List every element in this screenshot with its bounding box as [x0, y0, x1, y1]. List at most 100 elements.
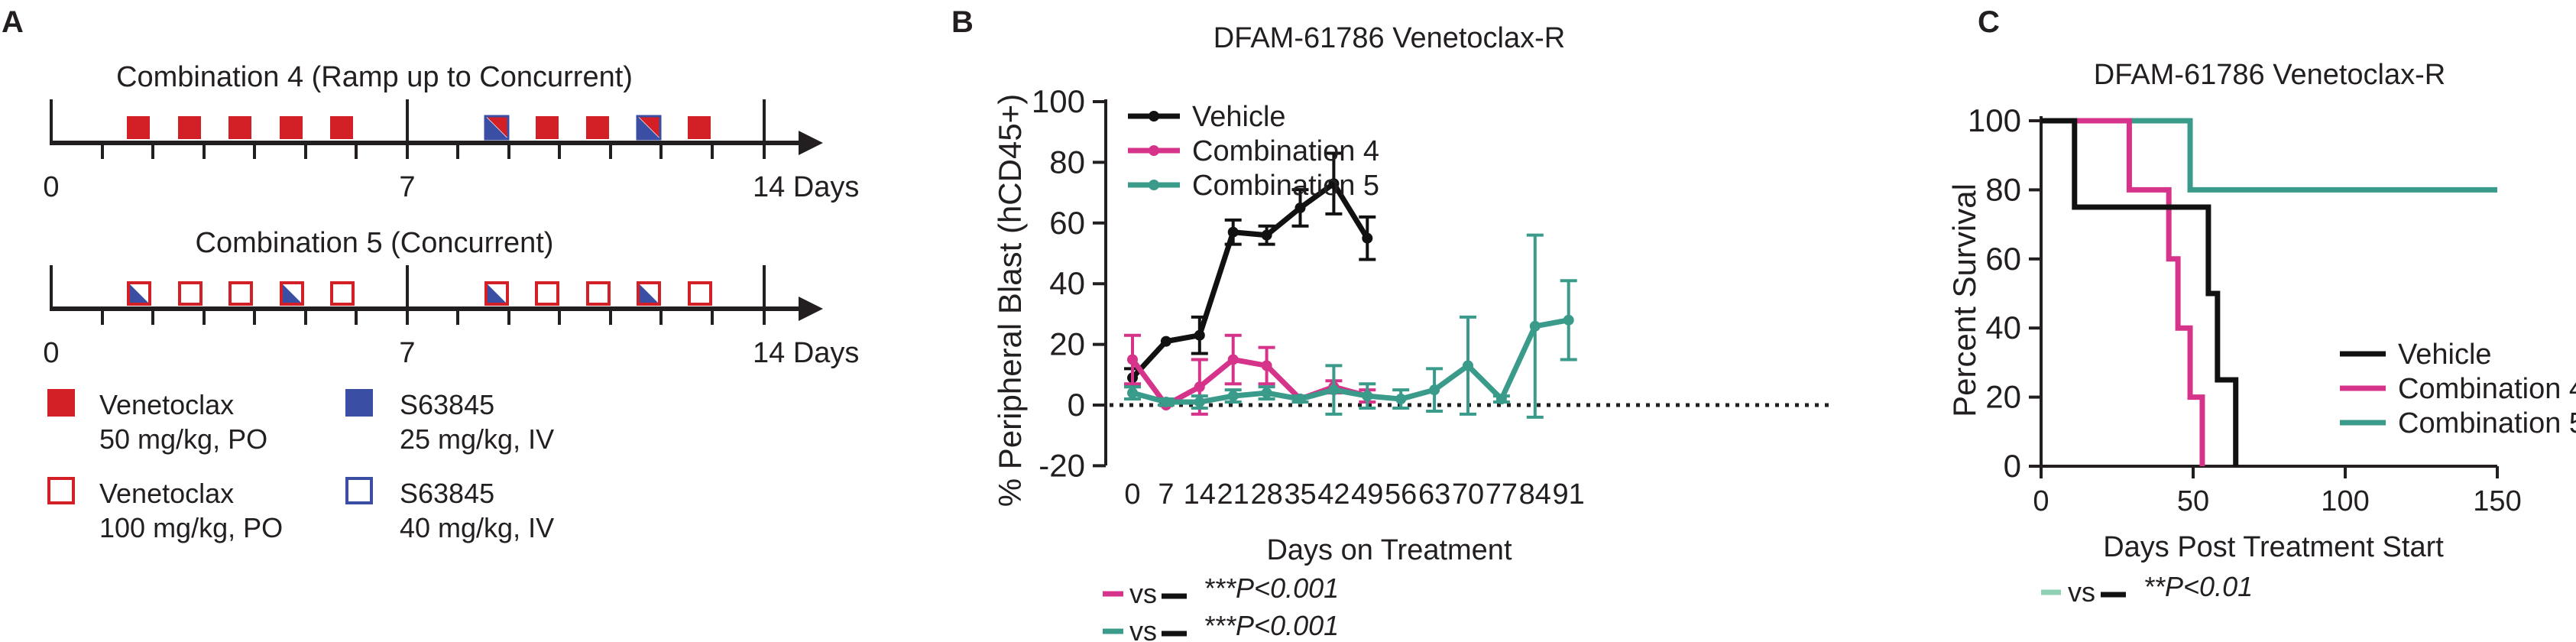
panel-b: B DFAM-61786 Venetoclax-R % Peripheral B…	[951, 5, 1830, 642]
legend-combination-4-marker	[1149, 145, 1159, 156]
combo4-title: Combination 4 (Ramp up to Concurrent)	[116, 61, 633, 93]
blast-series	[1124, 151, 1577, 419]
survival-x-tick-label: 100	[2321, 485, 2369, 517]
legend-s63845-40-dose: 40 mg/kg, IV	[400, 512, 554, 543]
vehicle-point	[1194, 329, 1205, 341]
survival-chart-title: DFAM-61786 Venetoclax-R	[2094, 59, 2445, 91]
series-vehicle	[1124, 151, 1376, 389]
legend-vehicle-label: Vehicle	[1192, 101, 1286, 133]
dose-s63845-25-with-venetoclax-100	[637, 281, 661, 306]
vehicle-point	[1328, 178, 1340, 190]
blast-x-tick-label: 35	[1284, 478, 1316, 511]
blast-stats: vs ***P<0.001 vs ***P<0.001	[1103, 572, 1339, 642]
dose-venetoclax-100	[330, 281, 355, 306]
combination-5-point	[1261, 387, 1272, 399]
survival-legend-combination-5-label: Combination 5	[2398, 407, 2576, 439]
blast-y-tick-label: 20	[1049, 326, 1085, 362]
blast-x-tick-label: 0	[1124, 478, 1140, 511]
legend-s63845-40-name: S63845	[400, 478, 494, 509]
legend-item-vehicle: Vehicle	[1128, 101, 1286, 133]
blast-x-tick-label: 42	[1317, 478, 1350, 511]
combo5-tick-label-start: 0	[43, 337, 59, 369]
legend-vehicle-marker	[1149, 111, 1159, 122]
combination-5-point	[1160, 397, 1171, 408]
stat-pvalue: **P<0.01	[2143, 571, 2253, 602]
legend-s63845-40-swatch	[345, 477, 373, 504]
combo5-tick-label-mid: 7	[399, 337, 415, 369]
survival-y-ticks: 0 20 40 60 80 100	[1968, 102, 2041, 484]
combo4-tick-label-mid: 7	[399, 171, 415, 203]
dose-s63845-40-with-venetoclax	[484, 115, 510, 141]
survival-y-tick-label: 60	[1985, 241, 2021, 277]
blast-x-tick-label: 7	[1158, 478, 1174, 511]
legend-venetoclax-50-name: Venetoclax	[99, 389, 234, 420]
dose-venetoclax-50	[228, 116, 251, 139]
combo5-timeline	[50, 265, 823, 325]
dose-venetoclax-50	[178, 116, 201, 139]
combo5-title: Combination 5 (Concurrent)	[196, 227, 554, 259]
survival-vehicle-curve	[2041, 118, 2239, 466]
panel-letter-a: A	[2, 5, 24, 39]
survival-legend-vehicle-label: Vehicle	[2398, 339, 2492, 371]
blast-x-tick-label: 14	[1184, 478, 1216, 511]
combo4-tick-label-start: 0	[43, 171, 59, 203]
vehicle-point	[1261, 229, 1272, 241]
blast-chart-title: DFAM-61786 Venetoclax-R	[1213, 22, 1565, 54]
blast-x-tick-label: 21	[1217, 478, 1249, 511]
dose-s63845-25-with-venetoclax-100	[280, 281, 304, 306]
dose-venetoclax-100	[178, 281, 203, 306]
blast-y-tick-label: 40	[1049, 265, 1085, 301]
dose-venetoclax-100	[535, 281, 559, 306]
blast-y-axis-label: % Peripheral Blast (hCD45+)	[992, 94, 1028, 507]
dose-venetoclax-50	[330, 116, 353, 139]
dose-venetoclax-50	[586, 116, 609, 139]
legend-combination-4-label: Combination 4	[1192, 135, 1379, 167]
legend-item-combination-4: Combination 4	[1128, 135, 1379, 167]
combination-5-point	[1463, 360, 1473, 371]
legend-venetoclax-100-dose: 100 mg/kg, PO	[99, 512, 283, 543]
dose-venetoclax-50	[688, 116, 711, 139]
dose-venetoclax-100	[688, 281, 712, 306]
legend-venetoclax-50-dose: 50 mg/kg, PO	[99, 423, 267, 455]
vehicle-point	[1294, 202, 1306, 213]
combination-5-point	[1227, 391, 1239, 402]
vehicle-line	[1130, 180, 1370, 380]
combo4-tick-label-end: 14 Days	[753, 171, 859, 203]
stat1-pvalue: ***P<0.001	[1204, 572, 1339, 604]
combination-5-point	[1194, 397, 1205, 408]
legend-combination-5-label: Combination 5	[1192, 170, 1379, 202]
combination-4-point	[1194, 381, 1205, 393]
combo4-ticks	[50, 99, 766, 159]
combination-5-point	[1328, 384, 1340, 396]
survival-legend-combination-4-label: Combination 4	[2398, 373, 2576, 405]
combo4-axis-arrow	[799, 131, 823, 155]
survival-y-tick-label: 40	[1985, 310, 2021, 345]
series-combination-5	[1124, 233, 1577, 419]
survival-y-tick-label: 20	[1985, 379, 2021, 415]
legend-venetoclax-100-swatch	[47, 477, 75, 504]
blast-y-tick-label: 100	[1032, 83, 1085, 119]
blast-x-tick-label: 91	[1553, 478, 1585, 511]
dose-venetoclax-50	[536, 116, 559, 139]
legend-s63845-25-name: S63845	[400, 389, 494, 420]
blast-x-tick-label: 70	[1452, 478, 1484, 511]
vehicle-point	[1227, 226, 1239, 238]
dose-s63845-40-with-venetoclax	[636, 115, 662, 141]
stat1-vs: vs	[1129, 578, 1157, 609]
combination-5-point	[1529, 320, 1541, 332]
survival-x-tick-label: 0	[2033, 485, 2049, 517]
stat-vs: vs	[2068, 576, 2095, 608]
dose-s63845-25-with-venetoclax-100	[127, 281, 151, 306]
survival-x-ticks: 0 50 100 150	[2033, 466, 2522, 517]
survival-combination-5-curve	[2041, 118, 2497, 193]
legend-combination-5-marker	[1149, 180, 1159, 190]
survival-legend-item-combination-4: Combination 4	[2340, 373, 2576, 405]
legend-venetoclax-100-name: Venetoclax	[99, 478, 234, 509]
combination-4-point	[1127, 354, 1138, 365]
blast-x-tick-label: 56	[1385, 478, 1417, 511]
blast-x-tick-label: 84	[1519, 478, 1551, 511]
combo5-tick-label-end: 14 Days	[753, 337, 859, 369]
